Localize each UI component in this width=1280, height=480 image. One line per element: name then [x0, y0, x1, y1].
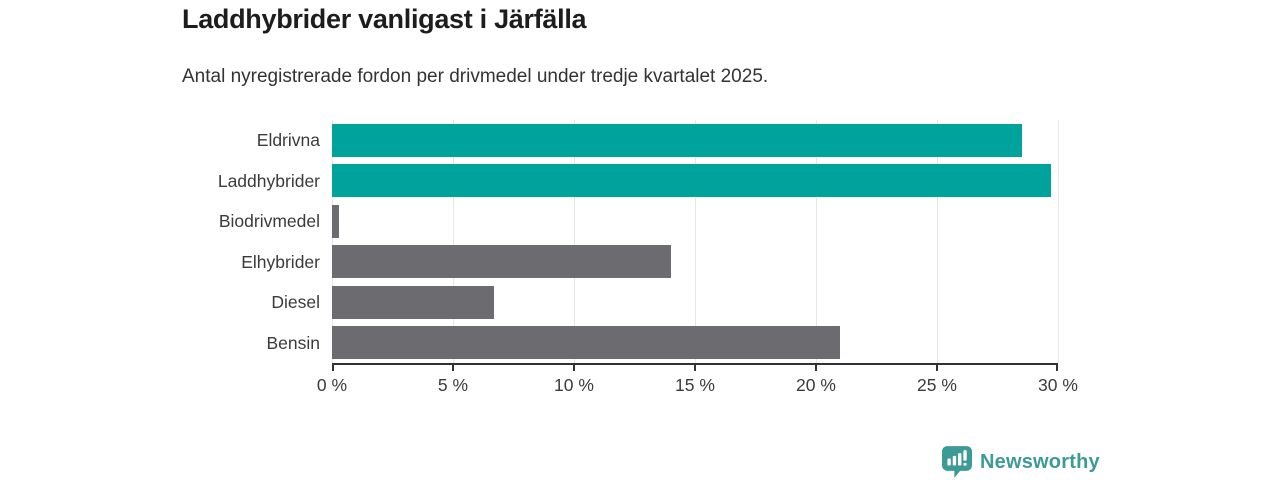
chart-subtitle: Antal nyregistrerade fordon per drivmede… [182, 66, 769, 87]
brand-name: Newsworthy [980, 450, 1100, 473]
bar-diesel [332, 285, 495, 319]
x-tick-mark [936, 365, 938, 371]
x-tick-label: 10 % [554, 375, 594, 395]
bar-elhybrider [332, 245, 671, 279]
gridline [695, 120, 696, 363]
brand-footer: Newsworthy [942, 446, 1100, 478]
x-axis-line [332, 363, 1058, 365]
category-label: Diesel [271, 292, 320, 312]
x-tick-mark [694, 365, 696, 371]
x-tick-label: 30 % [1038, 375, 1078, 395]
x-axis: 0 % 5 % 10 % 15 % 20 % 25 % 30 % [317, 363, 1078, 403]
chart-title: Laddhybrider vanligast i Järfälla [182, 4, 587, 34]
bar-biodrivmedel [332, 204, 340, 238]
gridline [574, 120, 575, 363]
category-label: Biodrivmedel [218, 211, 320, 231]
x-tick-label: 0 % [316, 375, 348, 395]
x-tick-mark [332, 365, 334, 371]
x-tick-mark [573, 365, 575, 371]
plot-area [332, 120, 1059, 363]
gridline [453, 120, 454, 363]
gridline [937, 120, 938, 363]
x-tick-mark [452, 365, 454, 371]
category-label: Elhybrider [241, 251, 320, 272]
category-label: Bensin [266, 332, 320, 353]
x-tick-label: 15 % [675, 375, 715, 395]
bar-eldrivna [332, 123, 1022, 157]
y-axis-category-labels: Eldrivna Laddhybrider Biodrivmedel Elhybrid… [150, 120, 320, 363]
x-tick-label: 25 % [917, 375, 957, 395]
bar-bensin [332, 326, 841, 360]
x-tick-label: 20 % [796, 375, 836, 395]
gridline [816, 120, 817, 363]
bar-chart-speech-bubble-icon [942, 446, 972, 478]
gridline [332, 120, 333, 363]
gridline [1058, 120, 1059, 363]
x-tick-label: 5 % [437, 375, 469, 395]
bar-laddhybrider [332, 164, 1051, 198]
x-tick-mark [1056, 365, 1058, 371]
x-tick-mark [815, 365, 817, 371]
category-label: Laddhybrider [217, 170, 320, 191]
category-label: Eldrivna [256, 130, 320, 150]
